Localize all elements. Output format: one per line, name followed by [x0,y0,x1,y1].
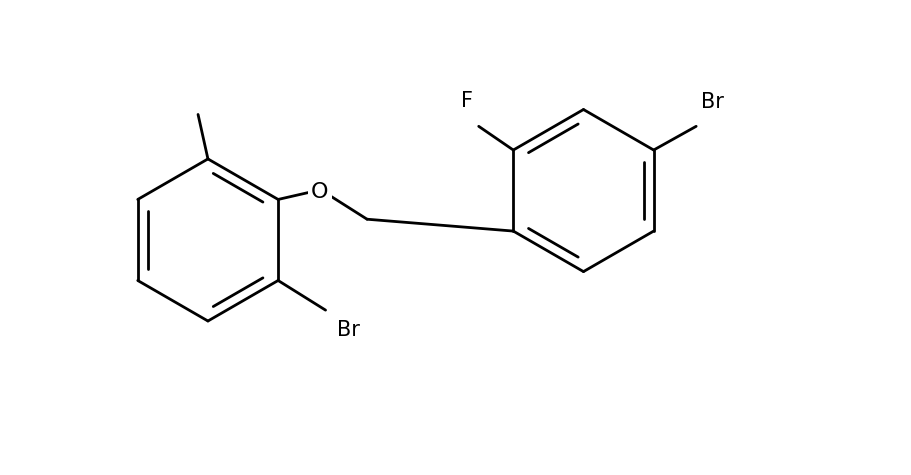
Text: O: O [311,181,328,201]
Text: Br: Br [701,93,723,113]
Text: Br: Br [337,320,360,340]
Text: F: F [460,91,472,111]
